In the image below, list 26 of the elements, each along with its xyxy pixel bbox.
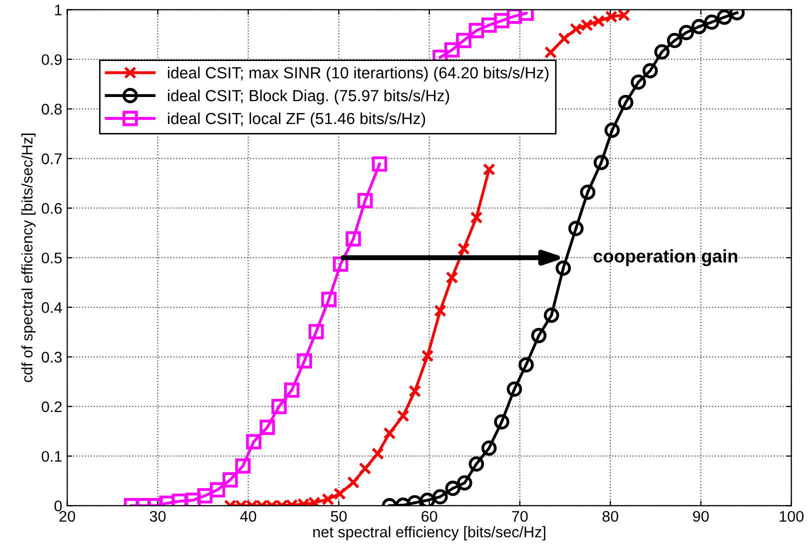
y-tick-label: 0.4 bbox=[42, 302, 62, 313]
x-tick-label: 20 bbox=[60, 510, 76, 522]
x-tick-label: 90 bbox=[693, 510, 709, 522]
y-tick-label: 0 bbox=[54, 500, 62, 512]
y-tick-label: 0.9 bbox=[42, 54, 62, 66]
legend-label: ideal CSIT; max SINR (10 iterartions) (64.20 bits/s/Hz) bbox=[168, 66, 548, 82]
x-tick-label: 80 bbox=[602, 510, 618, 522]
x-tick-label: 50 bbox=[330, 510, 347, 522]
y-tick-label: 0.5 bbox=[42, 252, 62, 264]
y-tick-label: 0.8 bbox=[42, 104, 62, 115]
annotation: cooperation gain bbox=[594, 249, 738, 266]
legend-label: ideal CSIT; Block Diag. (75.97 bits/s/Hz) bbox=[168, 90, 450, 104]
x-tick-label: 70 bbox=[512, 510, 528, 522]
x-tick-label: 100 bbox=[780, 510, 804, 522]
x-axis-title: net spectral efficiency [bits/sec/Hz] bbox=[313, 526, 546, 540]
y-tick-label: 0.7 bbox=[42, 153, 62, 164]
y-tick-label: 0.6 bbox=[42, 202, 62, 214]
y-axis-title: cdf of spectral efficiency [bits/sec/Hz] bbox=[21, 134, 36, 382]
y-tick-label: 0.2 bbox=[42, 401, 62, 412]
y-tick-label: 0.1 bbox=[42, 450, 62, 462]
y-tick-label: 0.3 bbox=[42, 352, 62, 363]
legend-label: ideal CSIT; local ZF (51.46 bits/s/Hz) bbox=[168, 112, 426, 128]
y-tick-label: 1 bbox=[55, 4, 62, 16]
x-tick-label: 60 bbox=[422, 510, 438, 522]
x-tick-label: 30 bbox=[150, 510, 166, 522]
x-tick-label: 40 bbox=[240, 510, 256, 522]
